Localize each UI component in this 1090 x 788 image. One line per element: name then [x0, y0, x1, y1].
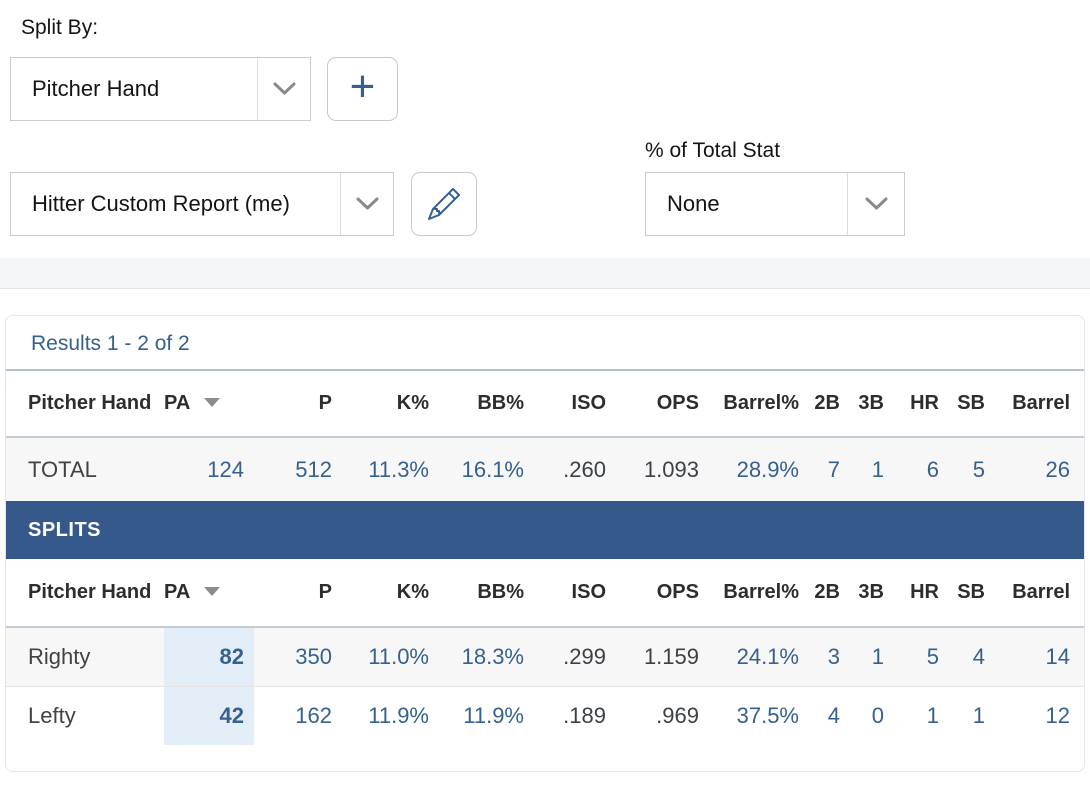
col-header-ops[interactable]: OPS: [656, 581, 699, 603]
righty-kpct: 11.0%: [368, 643, 429, 669]
split-row-lefty: Lefty 42 162 11.9% 11.9% .189 .969 37.5%…: [6, 686, 1084, 745]
split-row-label: Lefty: [28, 702, 76, 728]
col-header-ops[interactable]: OPS: [656, 392, 699, 414]
edit-report-button[interactable]: [411, 172, 477, 236]
total-bbpct: 16.1%: [461, 456, 524, 482]
lefty-sb: 1: [972, 702, 985, 728]
righty-iso: .299: [563, 643, 606, 669]
col-header-barrel[interactable]: Barrel: [1012, 581, 1070, 603]
total-2b: 7: [827, 456, 840, 482]
results-summary: Results 1 - 2 of 2: [6, 316, 1084, 371]
righty-ops: 1.159: [643, 643, 699, 669]
pct-of-total-stat-select[interactable]: None: [645, 172, 905, 236]
add-split-button[interactable]: +: [327, 57, 398, 121]
lefty-barrelpct: 37.5%: [736, 702, 799, 728]
righty-bbpct: 18.3%: [461, 643, 524, 669]
col-header-barrel[interactable]: Barrel: [1012, 392, 1070, 414]
total-iso: .260: [563, 456, 606, 482]
total-row: TOTAL 124 512 11.3% 16.1% .260 1.093 28.…: [6, 437, 1084, 501]
col-header-kpct[interactable]: K%: [396, 392, 429, 414]
plus-icon: +: [349, 62, 376, 111]
lefty-3b: 0: [871, 702, 884, 728]
report-select[interactable]: Hitter Custom Report (me): [10, 172, 394, 236]
col-header-sb[interactable]: SB: [957, 392, 985, 414]
total-p: 512: [295, 456, 332, 482]
righty-p: 350: [295, 643, 332, 669]
lefty-kpct: 11.9%: [368, 702, 429, 728]
righty-3b: 1: [871, 643, 884, 669]
col-header-iso[interactable]: ISO: [571, 581, 606, 603]
col-header-pa-label: PA: [164, 581, 191, 603]
stats-table: Pitcher Hand PA P K% BB% ISO OPS Barrel%…: [6, 371, 1084, 745]
lefty-2b: 4: [827, 702, 840, 728]
righty-2b: 3: [827, 643, 840, 669]
pencil-icon: [428, 188, 460, 220]
col-header-pa-sorted[interactable]: PA: [164, 559, 254, 627]
chevron-down-icon: [340, 173, 393, 235]
col-header-pitcher-hand[interactable]: Pitcher Hand: [28, 581, 152, 603]
righty-barrelpct: 24.1%: [736, 643, 799, 669]
col-header-p[interactable]: P: [318, 392, 332, 414]
col-header-iso[interactable]: ISO: [571, 392, 606, 414]
split-row-label: Righty: [28, 643, 91, 669]
split-row-righty: Righty 82 350 11.0% 18.3% .299 1.159 24.…: [6, 627, 1084, 686]
split-by-value: Pitcher Hand: [32, 76, 160, 101]
col-header-sb[interactable]: SB: [957, 581, 985, 603]
total-sb: 5: [972, 456, 985, 482]
lefty-pa: 42: [164, 686, 254, 745]
col-header-bbpct[interactable]: BB%: [477, 581, 524, 603]
total-ops: 1.093: [643, 456, 699, 482]
split-by-select[interactable]: Pitcher Hand: [10, 57, 311, 121]
table-header-row: Pitcher Hand PA P K% BB% ISO OPS Barrel%…: [6, 371, 1084, 437]
righty-sb: 4: [972, 643, 985, 669]
righty-hr: 5: [926, 643, 939, 669]
righty-pa: 82: [164, 627, 254, 686]
col-header-hr[interactable]: HR: [910, 581, 939, 603]
sort-desc-icon: [204, 398, 221, 407]
lefty-bbpct: 11.9%: [463, 702, 524, 728]
sort-desc-icon: [204, 587, 221, 596]
col-header-2b[interactable]: 2B: [814, 581, 840, 603]
lefty-ops: .969: [656, 702, 699, 728]
col-header-3b[interactable]: 3B: [858, 581, 884, 603]
toolbar-divider-band: [0, 258, 1090, 289]
table-header-row-splits: Pitcher Hand PA P K% BB% ISO OPS Barrel%…: [6, 559, 1084, 627]
col-header-bbpct[interactable]: BB%: [477, 392, 524, 414]
pct-of-total-stat-value: None: [667, 191, 720, 216]
lefty-hr: 1: [926, 702, 939, 728]
total-row-label: TOTAL: [28, 456, 97, 482]
lefty-iso: .189: [563, 702, 606, 728]
split-by-label: Split By:: [21, 16, 99, 39]
total-3b: 1: [871, 456, 884, 482]
chevron-down-icon: [257, 58, 310, 120]
total-hr: 6: [926, 456, 939, 482]
col-header-pitcher-hand[interactable]: Pitcher Hand: [28, 392, 152, 414]
col-header-barrelpct[interactable]: Barrel%: [723, 392, 799, 414]
lefty-p: 162: [295, 702, 332, 728]
total-pa: 124: [207, 456, 244, 482]
chevron-down-icon: [847, 173, 904, 235]
splits-section-header: SPLITS: [6, 501, 1084, 559]
report-value: Hitter Custom Report (me): [32, 191, 290, 216]
total-kpct: 11.3%: [368, 456, 429, 482]
total-barrelpct: 28.9%: [736, 456, 799, 482]
col-header-pa-label: PA: [164, 392, 191, 414]
col-header-pa-sorted[interactable]: PA: [164, 371, 254, 437]
col-header-kpct[interactable]: K%: [396, 581, 429, 603]
col-header-3b[interactable]: 3B: [858, 392, 884, 414]
col-header-p[interactable]: P: [318, 581, 332, 603]
col-header-hr[interactable]: HR: [910, 392, 939, 414]
splits-section-label: SPLITS: [6, 501, 1084, 559]
col-header-2b[interactable]: 2B: [814, 392, 840, 414]
col-header-barrelpct[interactable]: Barrel%: [723, 581, 799, 603]
pct-of-total-stat-label: % of Total Stat: [645, 139, 781, 162]
total-barrel: 26: [1045, 456, 1070, 482]
results-card: Results 1 - 2 of 2 Pitcher Hand PA P K% …: [5, 315, 1085, 772]
righty-barrel: 14: [1045, 643, 1070, 669]
lefty-barrel: 12: [1045, 702, 1070, 728]
